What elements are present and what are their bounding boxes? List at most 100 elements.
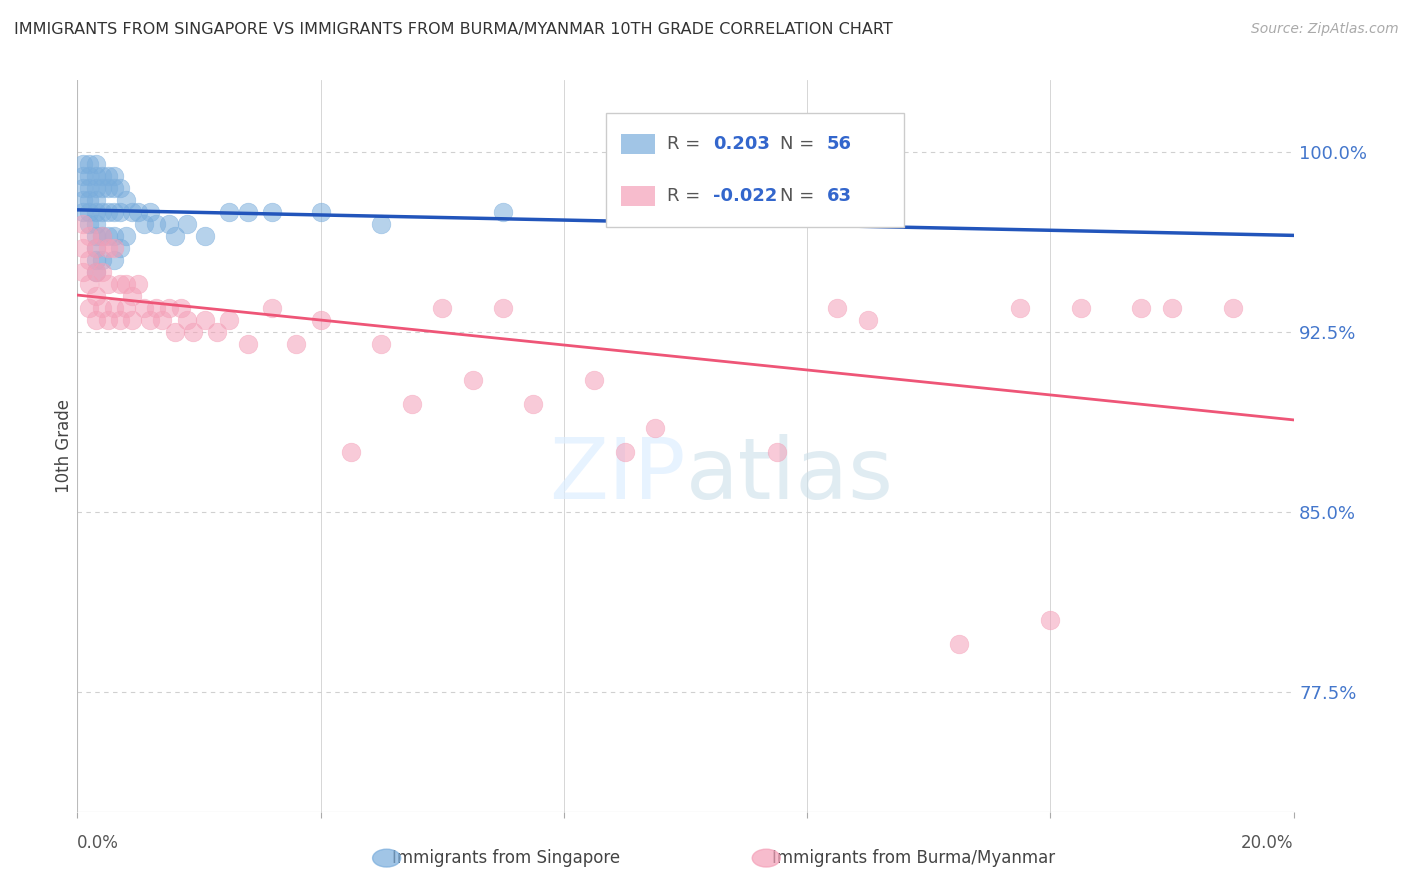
Point: [127, 277, 149, 292]
Point: [260, 205, 283, 219]
Point: [84, 205, 107, 219]
Point: [1008, 301, 1031, 315]
Point: [583, 373, 606, 387]
Point: [108, 181, 131, 195]
Point: [1039, 613, 1062, 627]
Point: [194, 313, 217, 327]
Point: [613, 445, 636, 459]
Point: [139, 205, 162, 219]
Point: [84, 229, 107, 244]
Point: [522, 397, 544, 411]
Point: [170, 301, 193, 315]
Point: [181, 325, 204, 339]
Point: [84, 241, 107, 255]
Point: [644, 421, 666, 435]
FancyBboxPatch shape: [606, 113, 904, 227]
Point: [134, 301, 156, 315]
Point: [236, 337, 259, 351]
Point: [108, 205, 131, 219]
Point: [704, 145, 727, 160]
Point: [97, 229, 120, 244]
Point: [134, 217, 156, 231]
Point: [1070, 301, 1092, 315]
Point: [856, 313, 879, 327]
Point: [205, 325, 228, 339]
Text: 0.0%: 0.0%: [77, 834, 120, 852]
Point: [72, 205, 94, 219]
Point: [461, 373, 484, 387]
Point: [90, 253, 112, 268]
Point: [90, 301, 112, 315]
Point: [79, 217, 101, 231]
Point: [84, 265, 107, 279]
Point: [218, 205, 240, 219]
Point: [84, 169, 107, 184]
Point: [108, 241, 131, 255]
FancyBboxPatch shape: [621, 186, 655, 206]
Point: [90, 229, 112, 244]
Point: [84, 157, 107, 171]
Point: [948, 637, 970, 651]
Text: Immigrants from Burma/Myanmar: Immigrants from Burma/Myanmar: [772, 849, 1056, 867]
Point: [765, 445, 787, 459]
Point: [115, 229, 138, 244]
Point: [90, 229, 112, 244]
Point: [72, 181, 94, 195]
Point: [103, 181, 125, 195]
Point: [285, 337, 308, 351]
Point: [79, 205, 101, 219]
Point: [370, 337, 392, 351]
Point: [90, 181, 112, 195]
Point: [218, 313, 240, 327]
Point: [108, 277, 131, 292]
Point: [72, 217, 94, 231]
Text: atlas: atlas: [686, 434, 893, 516]
Point: [90, 205, 112, 219]
Text: Immigrants from Singapore: Immigrants from Singapore: [392, 849, 620, 867]
Text: 20.0%: 20.0%: [1241, 834, 1294, 852]
Point: [1222, 301, 1244, 315]
Point: [97, 205, 120, 219]
Point: [157, 301, 180, 315]
Point: [79, 229, 101, 244]
Point: [145, 301, 167, 315]
Point: [121, 205, 143, 219]
Point: [1130, 301, 1153, 315]
Text: -0.022: -0.022: [713, 187, 778, 205]
Text: 56: 56: [827, 135, 852, 153]
Text: Source: ZipAtlas.com: Source: ZipAtlas.com: [1251, 22, 1399, 37]
Point: [97, 181, 120, 195]
Text: 63: 63: [827, 187, 852, 205]
Point: [157, 217, 180, 231]
Point: [152, 313, 174, 327]
Point: [127, 205, 149, 219]
Point: [72, 241, 94, 255]
Point: [121, 313, 143, 327]
Point: [432, 301, 454, 315]
Point: [79, 193, 101, 207]
Point: [79, 301, 101, 315]
Point: [260, 301, 283, 315]
Point: [90, 265, 112, 279]
Y-axis label: 10th Grade: 10th Grade: [55, 399, 73, 493]
Point: [236, 205, 259, 219]
Point: [139, 313, 162, 327]
Point: [103, 241, 125, 255]
Point: [72, 265, 94, 279]
Text: IMMIGRANTS FROM SINGAPORE VS IMMIGRANTS FROM BURMA/MYANMAR 10TH GRADE CORRELATIO: IMMIGRANTS FROM SINGAPORE VS IMMIGRANTS …: [14, 22, 893, 37]
Point: [72, 169, 94, 184]
Point: [163, 325, 186, 339]
Point: [370, 217, 392, 231]
Point: [84, 253, 107, 268]
Point: [401, 397, 423, 411]
Point: [115, 277, 138, 292]
Text: R =: R =: [668, 135, 706, 153]
Point: [79, 169, 101, 184]
Point: [72, 157, 94, 171]
Point: [79, 277, 101, 292]
Point: [90, 169, 112, 184]
Text: N =: N =: [780, 135, 820, 153]
Point: [108, 313, 131, 327]
FancyBboxPatch shape: [621, 134, 655, 154]
Point: [103, 169, 125, 184]
